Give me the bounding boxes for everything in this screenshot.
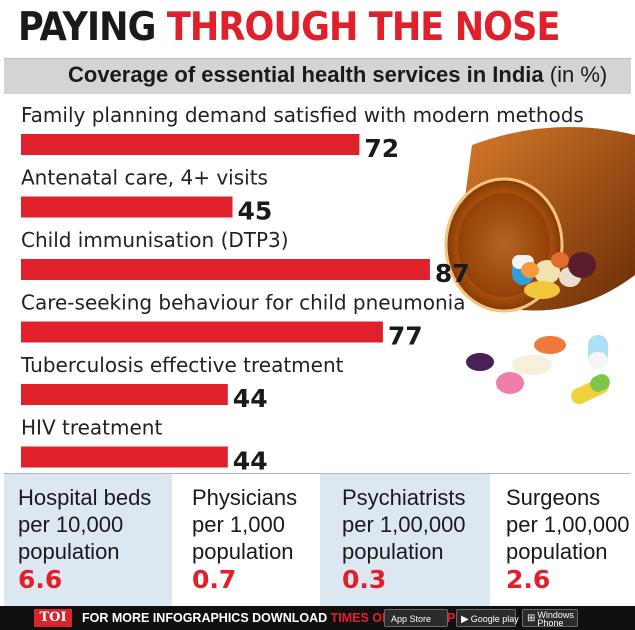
bar — [21, 321, 383, 343]
subtitle-unit: (in %) — [549, 62, 608, 87]
value-label: 44 — [233, 384, 268, 413]
windows-label-2: Phone — [537, 618, 564, 628]
stat-label-line-1: Psychiatrists — [342, 485, 466, 510]
pill-bottle-illustration — [444, 127, 635, 405]
value-label: 45 — [238, 197, 273, 226]
subtitle-bar — [4, 58, 631, 94]
stat-value: 2.6 — [506, 565, 551, 594]
value-label: 72 — [364, 134, 399, 163]
category-label: Antenatal care, 4+ visits — [21, 166, 268, 190]
category-label: Child immunisation (DTP3) — [21, 228, 289, 252]
stat-value: 0.7 — [192, 565, 237, 594]
stat-label-line-2: per 10,000 — [18, 512, 124, 537]
bar — [21, 384, 228, 405]
category-label: Family planning demand satisfied with mo… — [21, 103, 584, 127]
windows-phone-badge[interactable]: ⊞ Windows Phone — [522, 609, 578, 628]
category-label: Care-seeking behaviour for child pneumon… — [21, 291, 466, 315]
pills-in-bottle — [512, 252, 596, 299]
scattered-pills — [466, 335, 610, 405]
footer-bar: TOI FOR MORE INFOGRAPHICS DOWNLOAD TIMES… — [0, 606, 635, 630]
app-store-badge[interactable]: App Store — [384, 609, 448, 627]
stat-surgeons: Surgeons per 1,00,000 population 2.6 — [490, 474, 631, 607]
value-label: 87 — [435, 259, 470, 288]
bar — [21, 196, 233, 218]
app-store-label: App Store — [391, 614, 432, 624]
toi-logo: TOI — [34, 609, 72, 627]
stat-label-line-3: population — [342, 539, 444, 564]
stat-label-line-3: population — [192, 539, 294, 564]
stats-panel: Hospital beds per 10,000 population 6.6 … — [4, 473, 631, 607]
stat-value: 6.6 — [18, 565, 63, 594]
stat-label-line-2: per 1,00,000 — [506, 512, 630, 537]
stat-label-line-3: population — [18, 539, 120, 564]
stat-label-line-1: Hospital beds — [18, 485, 152, 510]
stat-psychiatrists: Psychiatrists per 1,00,000 population 0.… — [320, 474, 490, 607]
google-play-badge[interactable]: ▶ Google play — [456, 609, 519, 627]
stat-label-line-3: population — [506, 539, 608, 564]
stat-physicians: Physicians per 1,000 population 0.7 — [172, 474, 320, 607]
windows-label-1: Windows — [537, 610, 574, 620]
stat-label-line-1: Surgeons — [506, 485, 601, 510]
stat-label-line-1: Physicians — [192, 485, 298, 510]
value-label: 44 — [233, 447, 268, 471]
headline-part-1: PAYING — [18, 5, 156, 50]
coverage-bar-chart: Family planning demand satisfied with mo… — [20, 103, 584, 471]
category-label: HIV treatment — [21, 416, 162, 440]
stat-label-line-2: per 1,000 — [192, 512, 285, 537]
windows-icon: ⊞ — [527, 613, 536, 624]
subtitle-text: Coverage of essential health services in… — [68, 62, 544, 87]
bar — [21, 446, 228, 468]
headline-part-2: THROUGH THE NOSE — [166, 5, 561, 50]
chart-subtitle: Coverage of essential health services in… — [68, 61, 607, 89]
stat-hospital-beds: Hospital beds per 10,000 population 6.6 — [4, 474, 172, 607]
promo-text: FOR MORE INFOGRAPHICS DOWNLOAD — [82, 611, 328, 625]
headline: PAYING THROUGH THE NOSE — [18, 4, 560, 52]
google-play-label: Google play — [470, 614, 519, 624]
bar — [21, 259, 430, 280]
value-label: 77 — [388, 322, 423, 351]
stat-label-line-2: per 1,00,000 — [342, 512, 466, 537]
category-label: Tuberculosis effective treatment — [20, 353, 344, 377]
stat-value: 0.3 — [342, 565, 387, 594]
google-play-icon: ▶ — [461, 614, 469, 625]
bar — [21, 134, 360, 155]
